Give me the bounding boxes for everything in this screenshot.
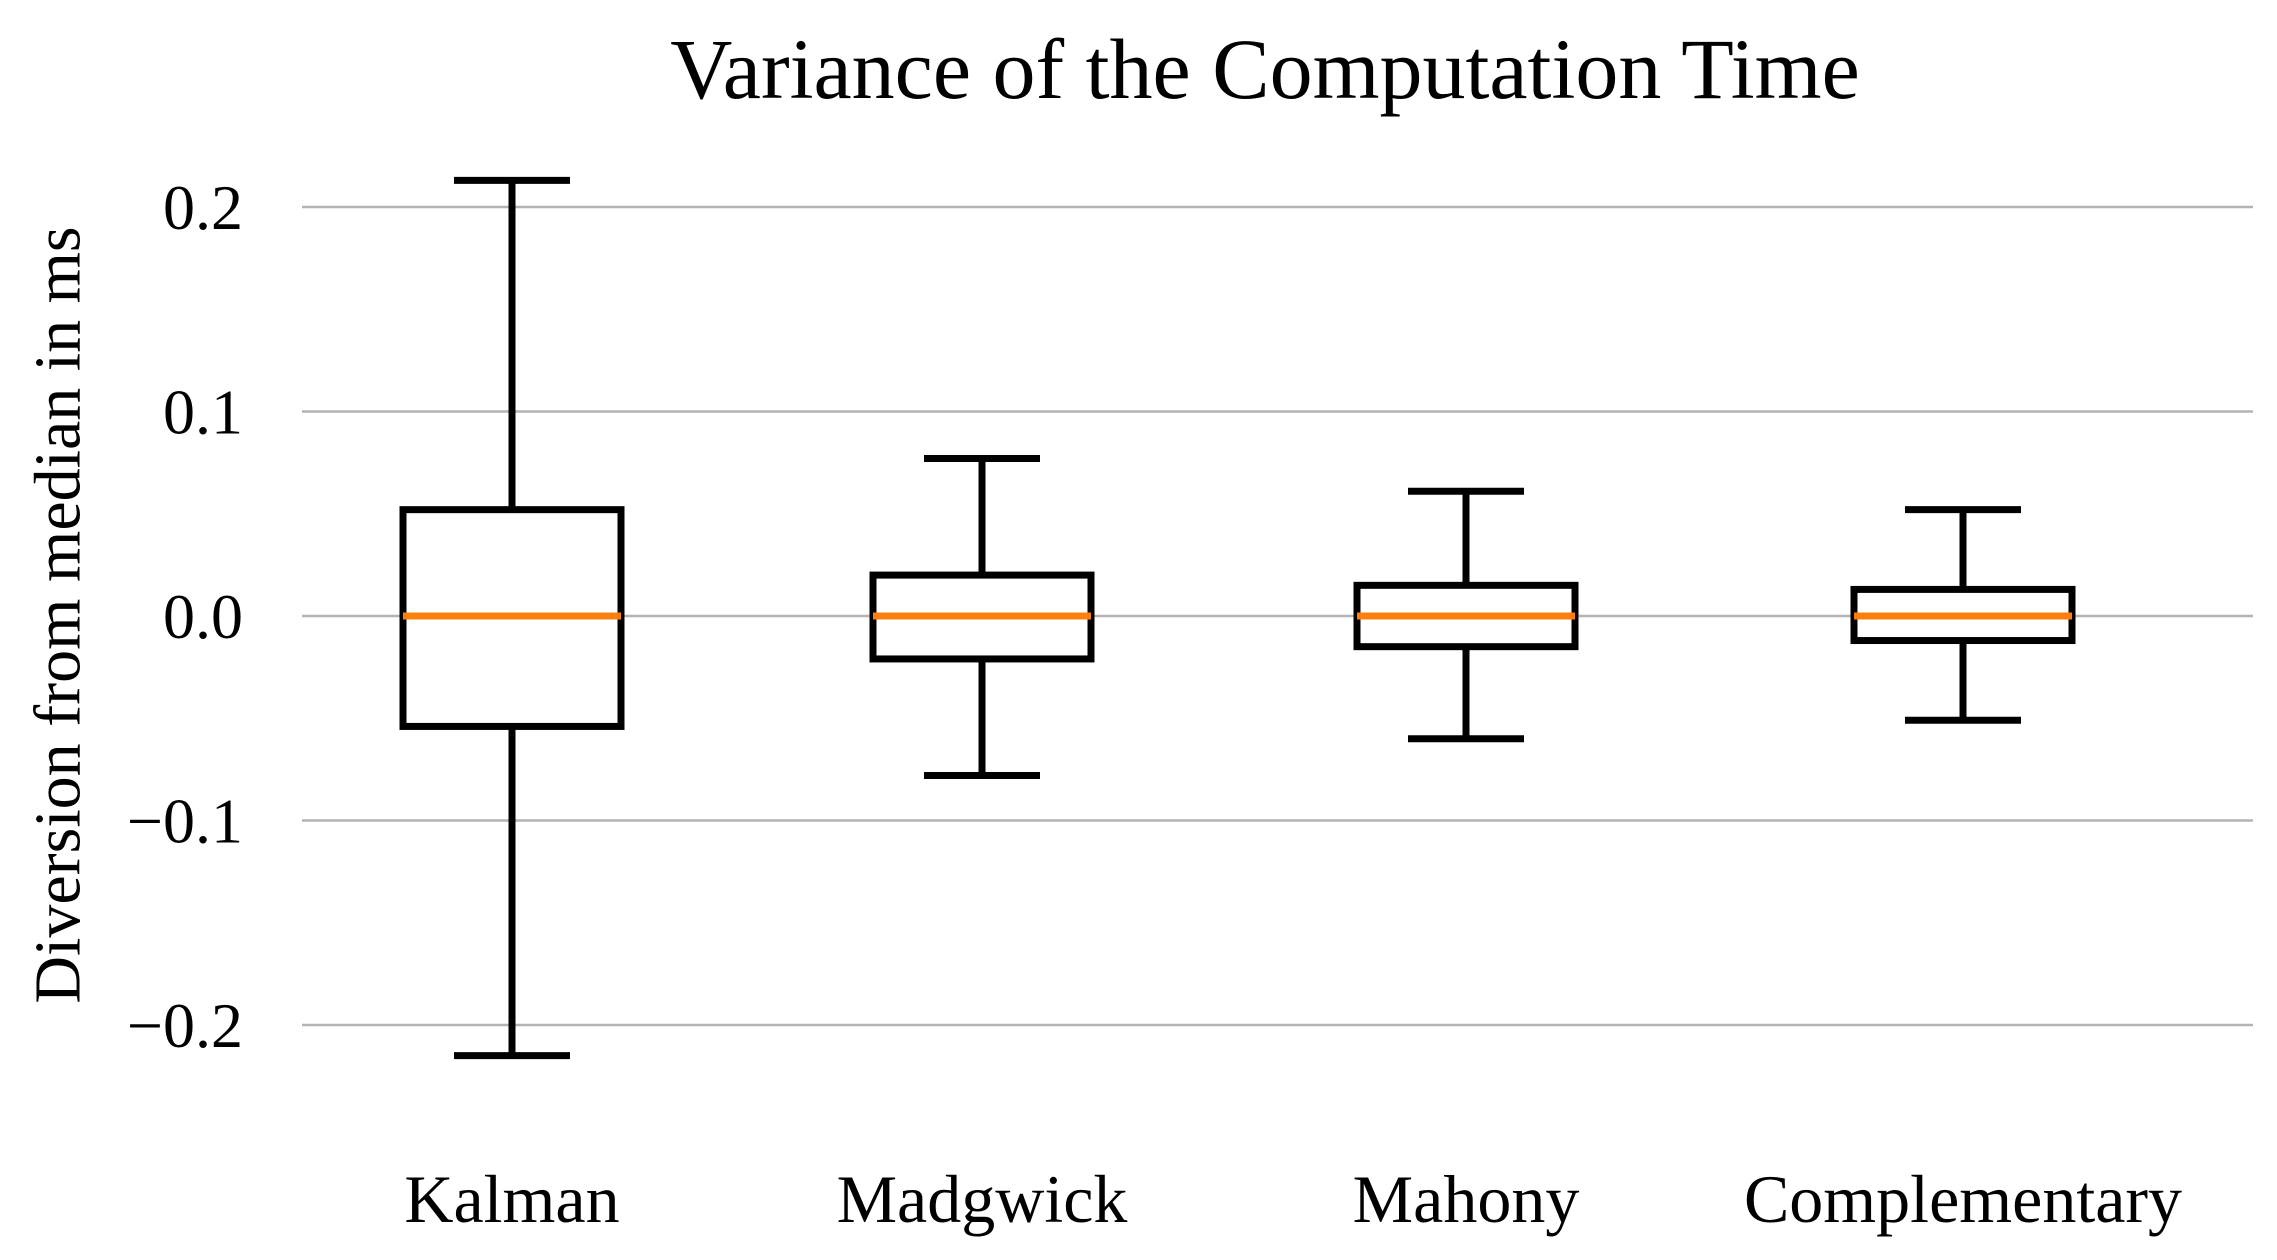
boxplot-layer — [399, 176, 2076, 1060]
gridline-layer — [302, 205, 2253, 1027]
y-axis-label: Diversion from median in ms — [22, 226, 95, 1003]
boxplot-complementary — [1850, 506, 2076, 724]
category-label-madgwick: Madgwick — [837, 1161, 1128, 1237]
y-tick-label: −0.2 — [127, 990, 243, 1061]
category-label-kalman: Kalman — [404, 1161, 619, 1237]
y-tick-label: 0.1 — [163, 377, 243, 448]
y-tick-label: 0.2 — [163, 172, 243, 243]
boxplot-mahony — [1353, 487, 1579, 743]
boxplot-kalman — [399, 176, 625, 1060]
y-tick-label: −0.1 — [127, 786, 243, 857]
y-tick-label: 0.0 — [163, 581, 243, 652]
category-label-mahony: Mahony — [1353, 1161, 1580, 1237]
chart-title: Variance of the Computation Time — [670, 21, 1860, 117]
category-label-complementary: Complementary — [1744, 1161, 2182, 1237]
boxplot-madgwick — [869, 455, 1095, 780]
y-tick-label-layer: 0.2 0.1 0.0 −0.1 −0.2 — [127, 172, 243, 1061]
x-category-label-layer: Kalman Madgwick Mahony Complementary — [404, 1161, 2182, 1237]
